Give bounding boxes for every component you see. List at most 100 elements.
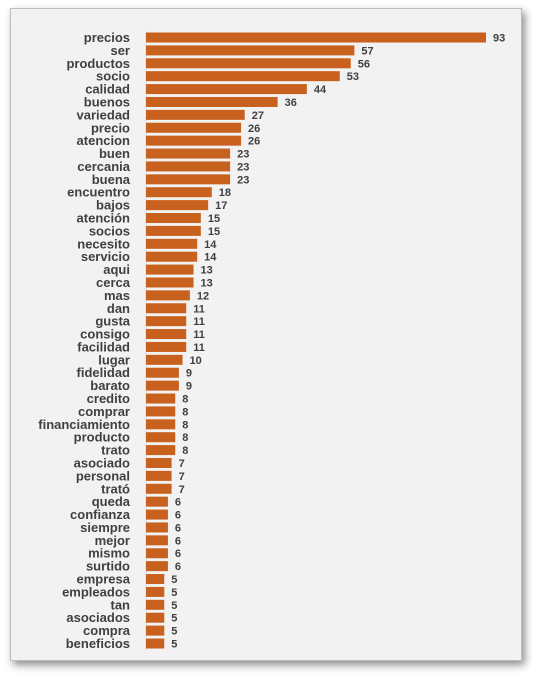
value-label-26: 9 <box>186 368 192 380</box>
category-label-13: bajos <box>96 198 130 213</box>
category-label-47: beneficios <box>66 636 130 651</box>
bar-27 <box>146 380 179 391</box>
bar-28 <box>146 393 176 404</box>
bar-44 <box>146 599 165 610</box>
category-label-26: fidelidad <box>77 365 131 380</box>
category-label-15: socios <box>89 223 130 238</box>
category-label-31: producto <box>74 430 130 445</box>
value-label-30: 8 <box>182 419 188 431</box>
category-label-5: buenos <box>84 94 130 109</box>
bar-13 <box>146 200 209 211</box>
bar-38 <box>146 522 168 533</box>
category-label-25: lugar <box>98 352 130 367</box>
category-label-24: facilidad <box>77 339 130 354</box>
bar-41 <box>146 561 168 572</box>
bar-21 <box>146 303 187 314</box>
value-label-19: 13 <box>201 277 213 289</box>
category-label-16: necesito <box>77 236 130 251</box>
bar-15 <box>146 225 201 236</box>
value-label-11: 23 <box>237 174 249 186</box>
value-label-47: 5 <box>171 639 177 651</box>
bar-30 <box>146 419 176 430</box>
category-label-35: trató <box>101 481 130 496</box>
value-label-6: 27 <box>252 110 264 122</box>
value-label-32: 8 <box>182 445 188 457</box>
category-label-28: credito <box>87 391 130 406</box>
bar-26 <box>146 367 179 378</box>
value-label-21: 11 <box>193 303 205 315</box>
value-label-1: 57 <box>361 45 373 57</box>
category-label-11: buena <box>92 172 131 187</box>
bar-29 <box>146 406 176 417</box>
category-label-43: empleados <box>62 584 130 599</box>
category-label-20: mas <box>104 288 130 303</box>
value-label-45: 5 <box>171 613 177 625</box>
bar-31 <box>146 432 176 443</box>
value-label-13: 17 <box>215 200 227 212</box>
category-label-21: dan <box>107 301 130 316</box>
value-label-12: 18 <box>219 187 231 199</box>
category-label-37: confianza <box>70 507 131 522</box>
value-label-44: 5 <box>171 600 177 612</box>
bar-40 <box>146 548 168 559</box>
category-label-12: encuentro <box>67 185 130 200</box>
category-label-40: mismo <box>88 546 130 561</box>
bar-20 <box>146 290 190 301</box>
bar-7 <box>146 122 242 133</box>
category-label-45: asociados <box>66 610 130 625</box>
value-label-39: 6 <box>175 535 181 547</box>
value-label-2: 56 <box>358 58 370 70</box>
bar-9 <box>146 148 231 159</box>
category-label-10: cercania <box>77 159 131 174</box>
category-label-9: buen <box>99 146 130 161</box>
bar-14 <box>146 213 201 224</box>
value-label-22: 11 <box>193 316 205 328</box>
category-label-27: barato <box>90 378 130 393</box>
category-label-33: asociado <box>74 455 130 470</box>
value-label-15: 15 <box>208 226 220 238</box>
value-label-0: 93 <box>493 33 505 45</box>
value-label-33: 7 <box>179 458 185 470</box>
bar-39 <box>146 535 168 546</box>
category-label-22: gusta <box>95 314 130 329</box>
bar-10 <box>146 161 231 172</box>
bar-24 <box>146 341 187 352</box>
bar-32 <box>146 445 176 456</box>
bar-35 <box>146 483 172 494</box>
category-label-14: atención <box>77 211 131 226</box>
value-label-25: 10 <box>190 355 202 367</box>
value-label-3: 53 <box>347 71 359 83</box>
category-label-19: cerca <box>96 275 131 290</box>
bar-8 <box>146 135 242 146</box>
category-label-29: comprar <box>78 404 130 419</box>
value-label-9: 23 <box>237 149 249 161</box>
bar-45 <box>146 612 165 623</box>
bar-5 <box>146 96 278 107</box>
value-label-29: 8 <box>182 406 188 418</box>
bar-47 <box>146 638 165 649</box>
value-label-36: 6 <box>175 497 181 509</box>
value-label-14: 15 <box>208 213 220 225</box>
category-label-2: productos <box>66 56 130 71</box>
category-label-6: variedad <box>77 107 131 122</box>
category-label-8: atencion <box>77 133 131 148</box>
category-label-36: queda <box>92 494 131 509</box>
category-label-18: aqui <box>103 262 130 277</box>
chart-frame <box>10 8 522 661</box>
value-label-46: 5 <box>171 626 177 638</box>
value-label-16: 14 <box>204 239 217 251</box>
value-label-23: 11 <box>193 329 205 341</box>
bar-4 <box>146 84 307 95</box>
bar-34 <box>146 470 172 481</box>
bar-1 <box>146 45 355 56</box>
bar-33 <box>146 457 172 468</box>
bar-2 <box>146 58 351 69</box>
category-label-17: servicio <box>81 249 130 264</box>
bar-16 <box>146 238 198 249</box>
category-label-42: empresa <box>77 572 131 587</box>
category-label-23: consigo <box>80 327 130 342</box>
category-label-1: ser <box>110 43 130 58</box>
bar-43 <box>146 586 165 597</box>
value-label-24: 11 <box>193 342 205 354</box>
